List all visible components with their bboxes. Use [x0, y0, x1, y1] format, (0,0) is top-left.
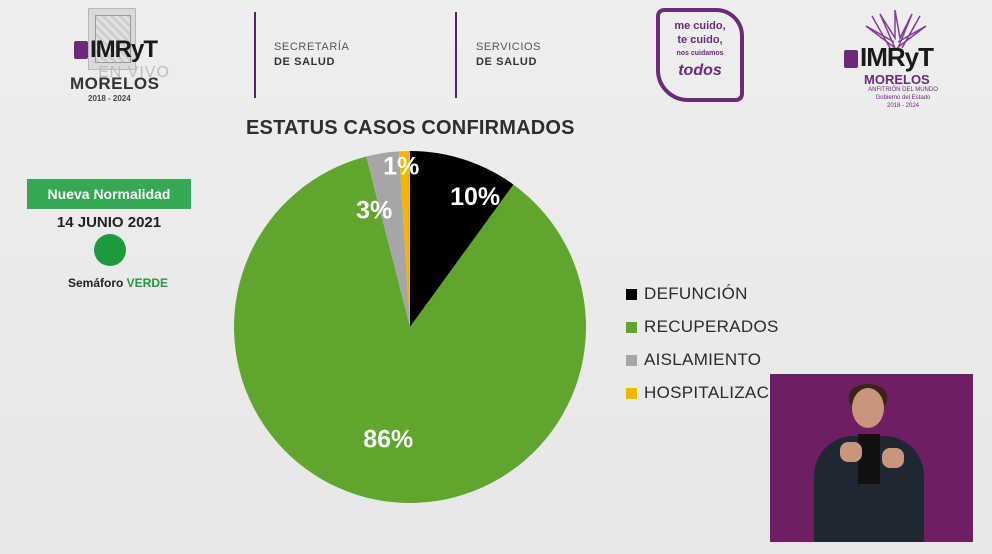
nueva-normalidad-banner: Nueva Normalidad	[27, 179, 191, 209]
imryt-morelos-logo-right: IMRyT MORELOS ANFITRIÓN DEL MUNDO Gobier…	[842, 8, 958, 109]
pie-label-hospitalizaci: 1%	[383, 152, 419, 180]
header-divider	[455, 12, 457, 98]
legend-swatch	[626, 388, 637, 399]
imryt-morelos-logo-left: IMRyT EN VIVO MORELOS 2018 - 2024	[66, 6, 196, 106]
chart-title: ESTATUS CASOS CONFIRMADOS	[246, 117, 575, 139]
imryt-logo-right: IMRyT	[844, 42, 934, 73]
servicios-de-salud-label: SERVICIOS DE SALUD	[476, 41, 542, 68]
semaforo-light-icon	[94, 234, 126, 266]
en-vivo-overlay: EN VIVO	[98, 64, 170, 81]
pie-label-defunción: 10%	[450, 183, 500, 211]
report-date: 14 JUNIO 2021	[56, 214, 162, 231]
morelos-label-left: MORELOS	[70, 74, 160, 93]
pie-slice-aislamiento	[366, 151, 410, 327]
sign-language-interpreter-video	[770, 374, 973, 542]
morelos-label-right: MORELOS	[864, 72, 930, 87]
pie-label-recuperados: 86%	[363, 426, 413, 454]
semaforo-status: Semáforo VERDE	[67, 276, 169, 290]
pie-slice-hospitalizaci	[398, 151, 410, 327]
legend-swatch	[626, 289, 637, 300]
imryt-logo-left: IMRyT	[74, 36, 158, 64]
flower-emblem-icon	[865, 9, 927, 48]
legend-label: RECUPERADOS	[644, 317, 779, 336]
legend-label: AISLAMIENTO	[644, 350, 762, 369]
state-seal-icon	[88, 8, 136, 70]
morelos-subtitle: ANFITRIÓN DEL MUNDO Gobierno del Estado …	[868, 87, 938, 109]
me-cuido-campaign-logo: me cuido, te cuido, nos cuidamos todos	[656, 8, 744, 102]
header-divider	[254, 12, 256, 98]
legend-item-aislamiento: AISLAMIENTO	[626, 350, 826, 370]
legend-swatch	[626, 322, 637, 333]
pie-label-aislamiento: 3%	[356, 196, 392, 224]
legend-item-hospitalizaci: HOSPITALIZACI	[626, 383, 826, 403]
secretaria-de-salud-label: SECRETARÍA DE SALUD	[274, 41, 350, 68]
legend-label: HOSPITALIZACI	[644, 383, 775, 402]
legend-item-recuperados: RECUPERADOS	[626, 317, 826, 337]
legend-label: DEFUNCIÓN	[644, 284, 748, 303]
legend-item-defunción: DEFUNCIÓN	[626, 284, 826, 304]
pie-slice-defunción	[410, 151, 514, 327]
pie-slice-recuperados	[233, 156, 586, 503]
years-label-left: 2018 - 2024	[88, 94, 131, 103]
legend-swatch	[626, 355, 637, 366]
